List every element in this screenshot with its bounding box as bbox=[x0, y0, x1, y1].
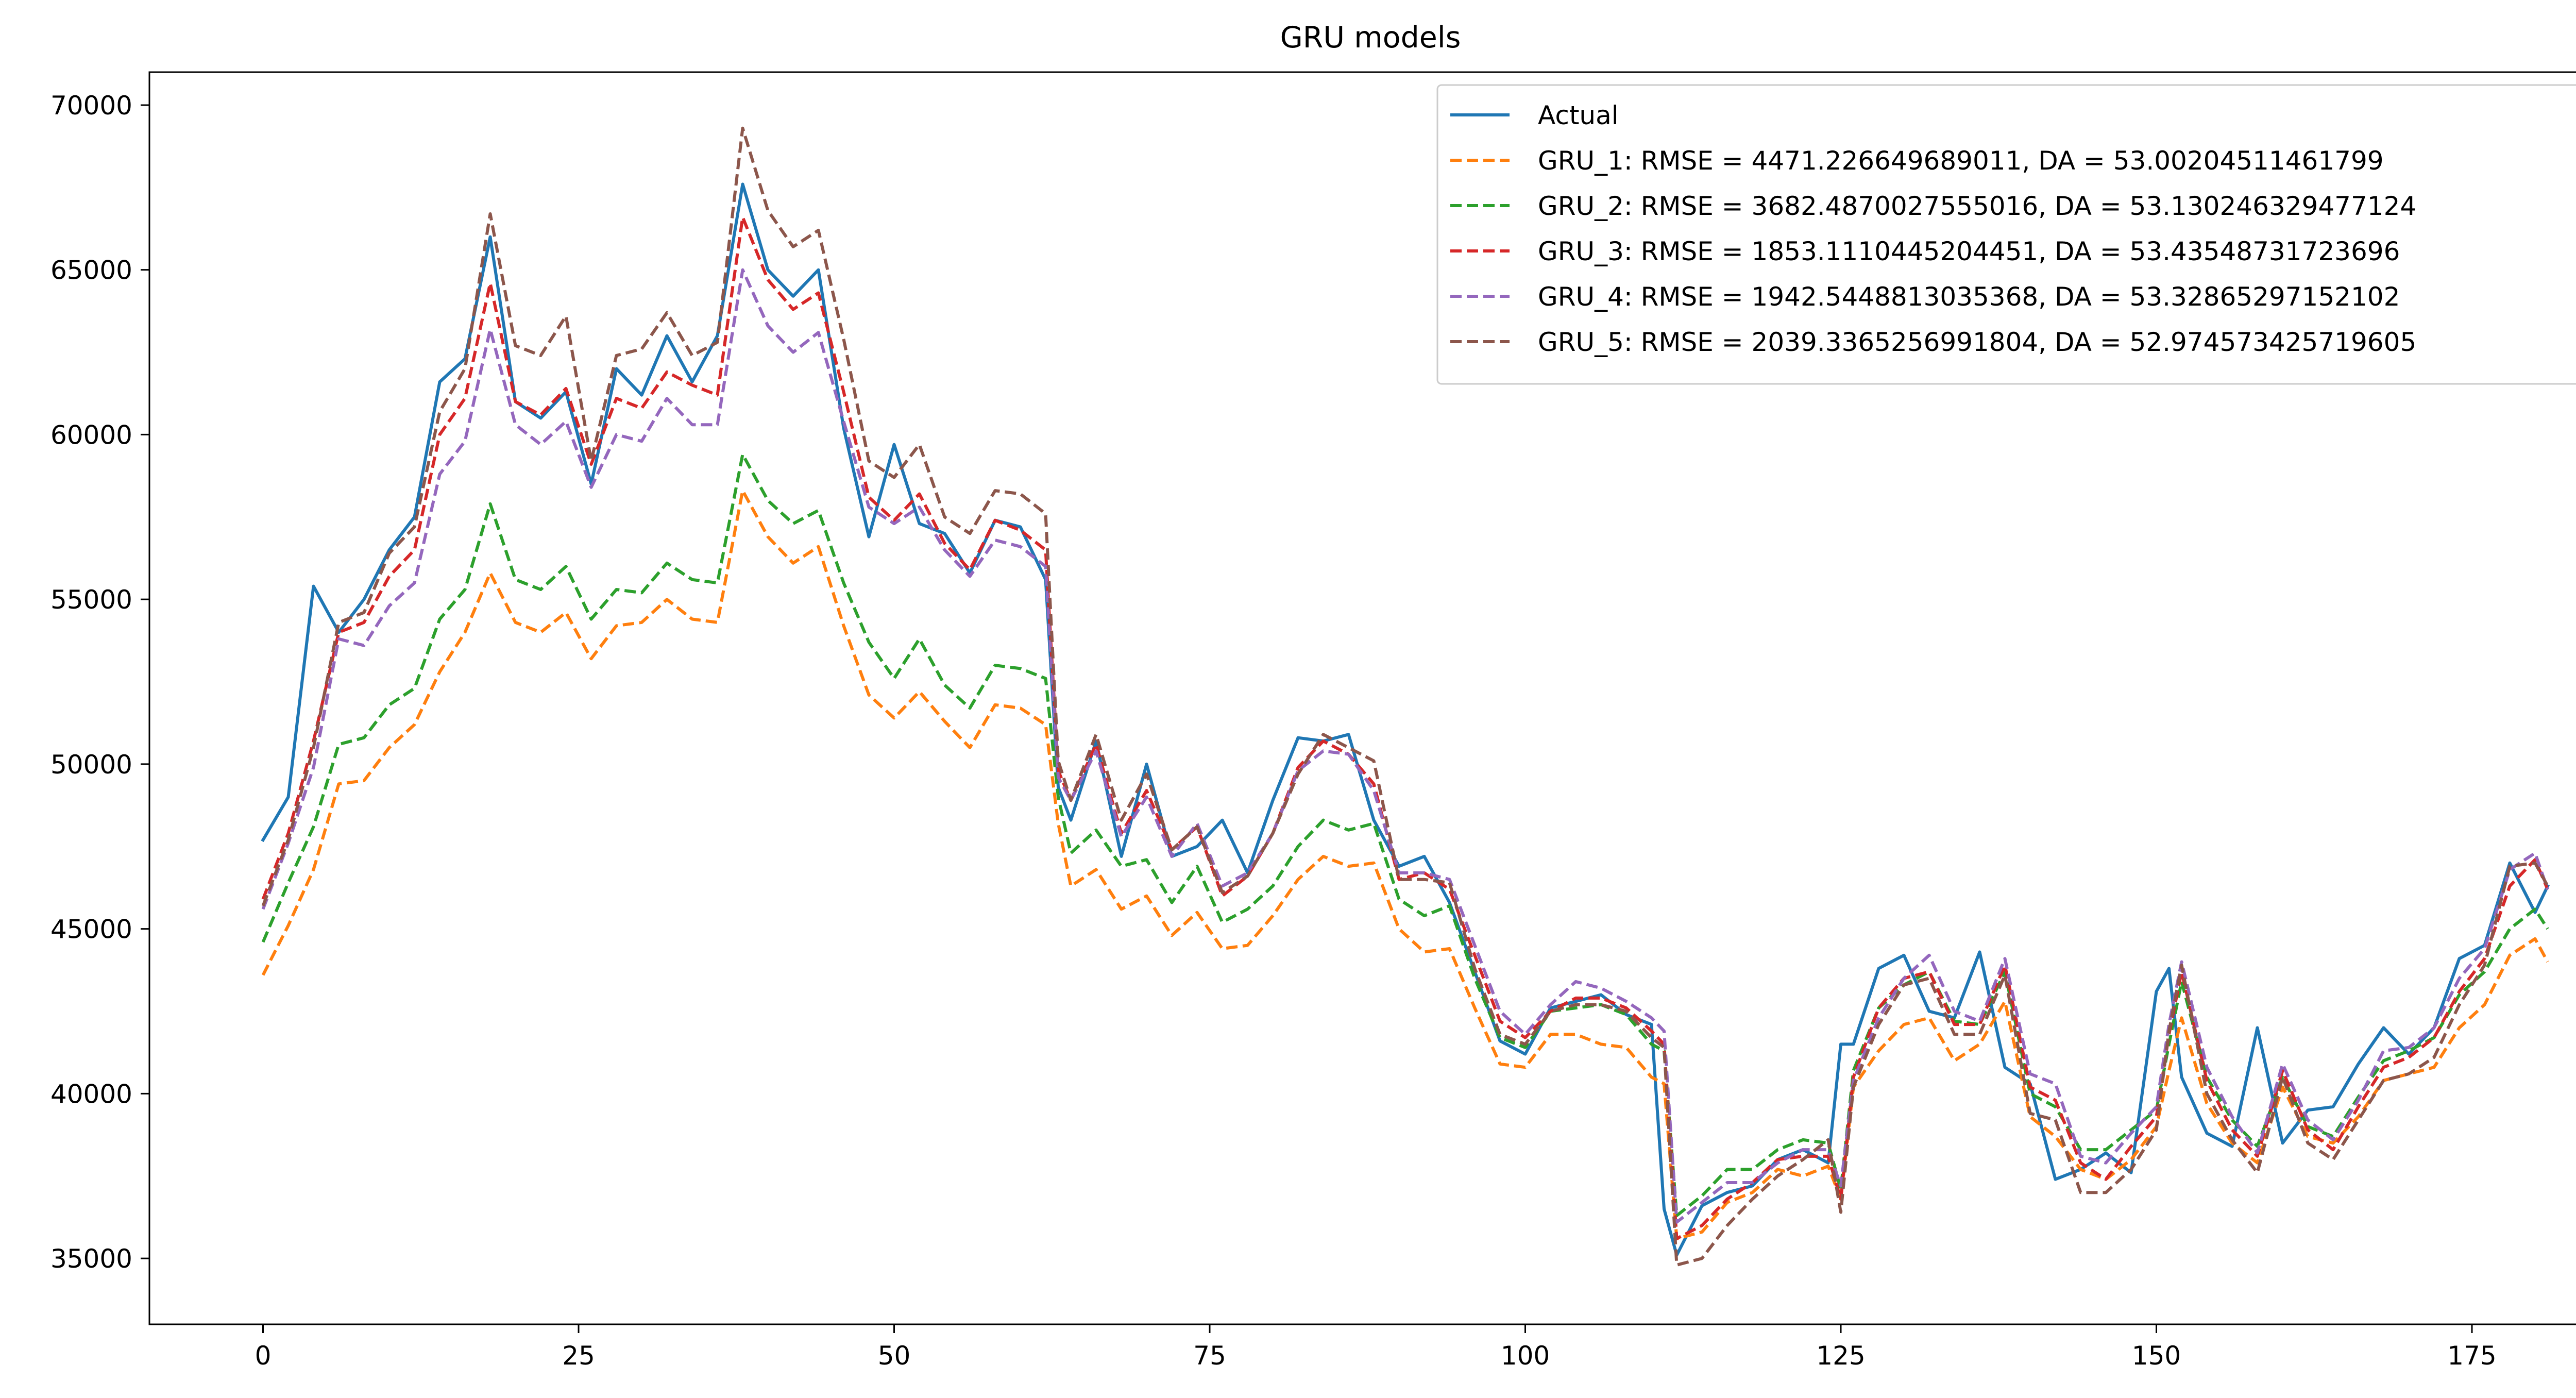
legend: Actual GRU_1: RMSE = 4471.226649689011, D… bbox=[1436, 84, 2576, 385]
y-tick-label: 40000 bbox=[50, 1079, 132, 1109]
series-lines bbox=[261, 126, 2550, 1267]
y-tick-label: 50000 bbox=[50, 750, 132, 780]
x-tick-label: 150 bbox=[2132, 1341, 2181, 1371]
series-line-2 bbox=[261, 452, 2549, 1217]
plot-area-frame bbox=[148, 71, 2576, 1325]
x-tick-label: 125 bbox=[1816, 1341, 1865, 1371]
y-tick-label: 45000 bbox=[50, 915, 132, 945]
y-tick-label: 60000 bbox=[50, 420, 132, 450]
axis-ticks: 0 25 50 75 100 125 150 175 35000 40000 45000 50000 5… bbox=[50, 91, 2497, 1371]
legend-label: Actual bbox=[1538, 100, 1619, 130]
legend-label: GRU_1: RMSE = 4471.226649689011, DA = 53… bbox=[1538, 146, 2384, 176]
y-tick-label: 70000 bbox=[50, 91, 132, 121]
legend-label: GRU_4: RMSE = 1942.5448813035368, DA = 5… bbox=[1538, 282, 2400, 312]
x-tick-label: 0 bbox=[255, 1341, 272, 1371]
series-line-5 bbox=[261, 126, 2549, 1267]
legend-label: GRU_3: RMSE = 1853.1110445204451, DA = 5… bbox=[1538, 237, 2400, 266]
x-tick-label: 25 bbox=[562, 1341, 595, 1371]
legend-box bbox=[1436, 84, 2576, 385]
chart-title: GRU models bbox=[1280, 21, 1461, 55]
y-tick-label: 65000 bbox=[50, 256, 132, 285]
x-tick-label: 100 bbox=[1501, 1341, 1550, 1371]
y-tick-label: 35000 bbox=[50, 1244, 132, 1274]
legend-label: GRU_2: RMSE = 3682.4870027555016, DA = 5… bbox=[1538, 191, 2416, 221]
x-tick-label: 75 bbox=[1193, 1341, 1226, 1371]
series-line-0 bbox=[261, 182, 2550, 1257]
legend-label: GRU_5: RMSE = 2039.3365256991804, DA = 5… bbox=[1538, 327, 2416, 357]
y-tick-label: 55000 bbox=[50, 585, 132, 615]
x-tick-label: 50 bbox=[878, 1341, 911, 1371]
series-line-1 bbox=[261, 489, 2549, 1240]
x-tick-label: 175 bbox=[2447, 1341, 2496, 1371]
